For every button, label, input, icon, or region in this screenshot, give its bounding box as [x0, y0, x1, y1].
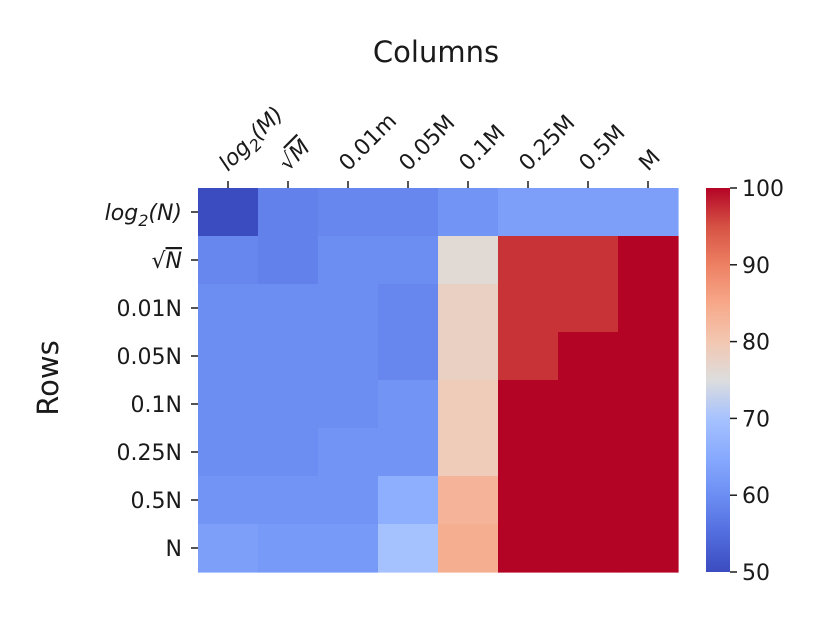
heatmap-cell — [198, 524, 259, 573]
heatmap-cell — [498, 428, 559, 477]
heatmap-cell — [558, 188, 619, 237]
heatmap-cell — [318, 476, 379, 525]
heatmap-cell — [258, 524, 319, 573]
colorbar-tick-label: 70 — [742, 407, 770, 432]
heatmap-cell — [198, 284, 259, 333]
heatmap-cell — [618, 188, 679, 237]
y-tick-label: 0.01N — [117, 297, 182, 322]
x-tick-label: 0.1M — [455, 120, 511, 176]
heatmap-cell — [378, 476, 439, 525]
heatmap-cell — [498, 380, 559, 429]
colorbar — [706, 188, 730, 572]
heatmap-cell — [558, 380, 619, 429]
heatmap-cell — [498, 476, 559, 525]
heatmap-cell — [558, 236, 619, 285]
heatmap-cell — [558, 284, 619, 333]
y-axis-title: Rows — [31, 340, 65, 415]
heatmap-cell — [378, 332, 439, 381]
heatmap-cell — [318, 524, 379, 573]
colorbar-tick-label: 90 — [742, 254, 770, 279]
heatmap-cell — [378, 524, 439, 573]
heatmap-cell — [198, 188, 259, 237]
y-tick-label: 0.05N — [117, 345, 182, 370]
heatmap-cell — [318, 428, 379, 477]
heatmap-cell — [498, 236, 559, 285]
heatmap-cell — [318, 236, 379, 285]
y-tick-label: log2(N) — [105, 201, 182, 230]
heatmap-cell — [378, 428, 439, 477]
heatmap-cells — [198, 188, 679, 573]
colorbar-tick-label: 80 — [742, 331, 770, 356]
heatmap-cell — [198, 428, 259, 477]
heatmap-cell — [438, 380, 499, 429]
x-tick-label: √M — [275, 135, 316, 176]
heatmap-cell — [438, 476, 499, 525]
x-tick-label: M — [635, 145, 666, 176]
heatmap-cell — [438, 236, 499, 285]
heatmap-cell — [438, 284, 499, 333]
heatmap-cell — [318, 188, 379, 237]
colorbar-tick-label: 60 — [742, 484, 770, 509]
heatmap-cell — [258, 476, 319, 525]
heatmap-cell — [618, 332, 679, 381]
heatmap-cell — [258, 428, 319, 477]
x-tick-label: 0.25M — [515, 111, 581, 177]
colorbar-ticks: 50 60 70 80 90 100 — [730, 177, 784, 586]
heatmap-cell — [618, 524, 679, 573]
x-tick-label: 0.5M — [575, 120, 631, 176]
heatmap-cell — [198, 236, 259, 285]
x-tick-label: 0.05M — [395, 111, 461, 177]
heatmap-cell — [318, 380, 379, 429]
heatmap-cell — [498, 332, 559, 381]
heatmap-cell — [438, 524, 499, 573]
heatmap-cell — [618, 380, 679, 429]
colorbar-tick-label: 50 — [742, 561, 770, 586]
y-tick-label: N — [166, 537, 182, 562]
heatmap-cell — [318, 284, 379, 333]
y-tick-label: √N — [152, 249, 183, 274]
heatmap-cell — [378, 380, 439, 429]
heatmap-cell — [378, 284, 439, 333]
heatmap-cell — [258, 284, 319, 333]
heatmap-cell — [258, 236, 319, 285]
heatmap-cell — [558, 332, 619, 381]
y-tick-label: 0.1N — [131, 393, 182, 418]
heatmap-cell — [498, 524, 559, 573]
heatmap-cell — [438, 332, 499, 381]
heatmap-cell — [378, 236, 439, 285]
heatmap-cell — [258, 332, 319, 381]
heatmap-cell — [498, 188, 559, 237]
heatmap-cell — [558, 428, 619, 477]
x-tick-label: log2(M) — [215, 102, 292, 179]
heatmap-cell — [618, 428, 679, 477]
x-tick-label: 0.01m — [335, 109, 402, 176]
heatmap-cell — [618, 236, 679, 285]
x-axis-title: Columns — [373, 35, 499, 69]
heatmap-cell — [618, 284, 679, 333]
heatmap-cell — [378, 188, 439, 237]
y-tick-labels: log2(N) √N 0.01N 0.05N 0.1N 0.25N 0.5N N — [105, 201, 198, 562]
heatmap-cell — [258, 380, 319, 429]
heatmap-cell — [258, 188, 319, 237]
heatmap-cell — [198, 332, 259, 381]
y-tick-label: 0.25N — [117, 441, 182, 466]
heatmap-cell — [498, 284, 559, 333]
heatmap-cell — [558, 476, 619, 525]
heatmap-cell — [618, 476, 679, 525]
heatmap-cell — [558, 524, 619, 573]
heatmap-cell — [438, 428, 499, 477]
colorbar-tick-label: 100 — [742, 177, 784, 202]
heatmap-cell — [438, 188, 499, 237]
y-tick-label: 0.5N — [131, 489, 182, 514]
heatmap-cell — [318, 332, 379, 381]
heatmap-cell — [198, 476, 259, 525]
heatmap-cell — [198, 380, 259, 429]
